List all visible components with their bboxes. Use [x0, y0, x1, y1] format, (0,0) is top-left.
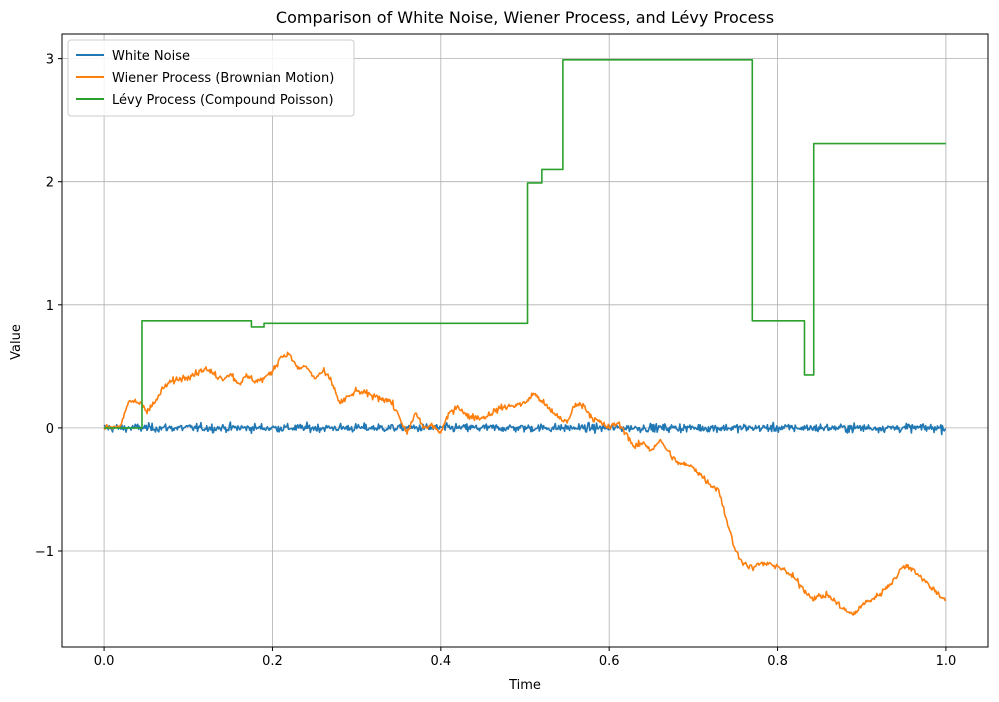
chart-title: Comparison of White Noise, Wiener Proces…: [276, 8, 774, 27]
x-axis-label: Time: [508, 678, 541, 693]
x-tick-label: 0.0: [94, 654, 115, 669]
x-tick-label: 0.2: [262, 654, 283, 669]
legend-label: Lévy Process (Compound Poisson): [112, 93, 334, 108]
series-layer: [103, 59, 947, 616]
legend-box: [67, 39, 355, 117]
x-tick-label: 1.0: [936, 654, 957, 669]
y-tick-label: 2: [46, 176, 54, 191]
series-line-0: [103, 421, 947, 436]
y-tick-label: 0: [46, 422, 54, 437]
grid: [62, 34, 988, 647]
y-tick-label: 3: [46, 53, 54, 68]
series-line-2: [104, 59, 946, 429]
y-tick-label: 1: [46, 299, 54, 314]
legend-label: White Noise: [112, 49, 190, 64]
tick-layer: 0.0 0.2 0.4 0.6 0.8 1.0 −1 0 1 2 3: [35, 53, 956, 669]
plot-frame: [61, 33, 989, 648]
y-tick-label: −1: [35, 545, 54, 560]
legend-label: Wiener Process (Brownian Motion): [112, 71, 334, 86]
y-axis-label: Value: [9, 324, 24, 360]
series-line-1: [103, 351, 947, 616]
x-tick-label: 0.6: [599, 654, 620, 669]
x-tick-label: 0.8: [767, 654, 788, 669]
x-tick-label: 0.4: [430, 654, 451, 669]
legend: White Noise Wiener Process (Brownian Moti…: [67, 39, 355, 117]
